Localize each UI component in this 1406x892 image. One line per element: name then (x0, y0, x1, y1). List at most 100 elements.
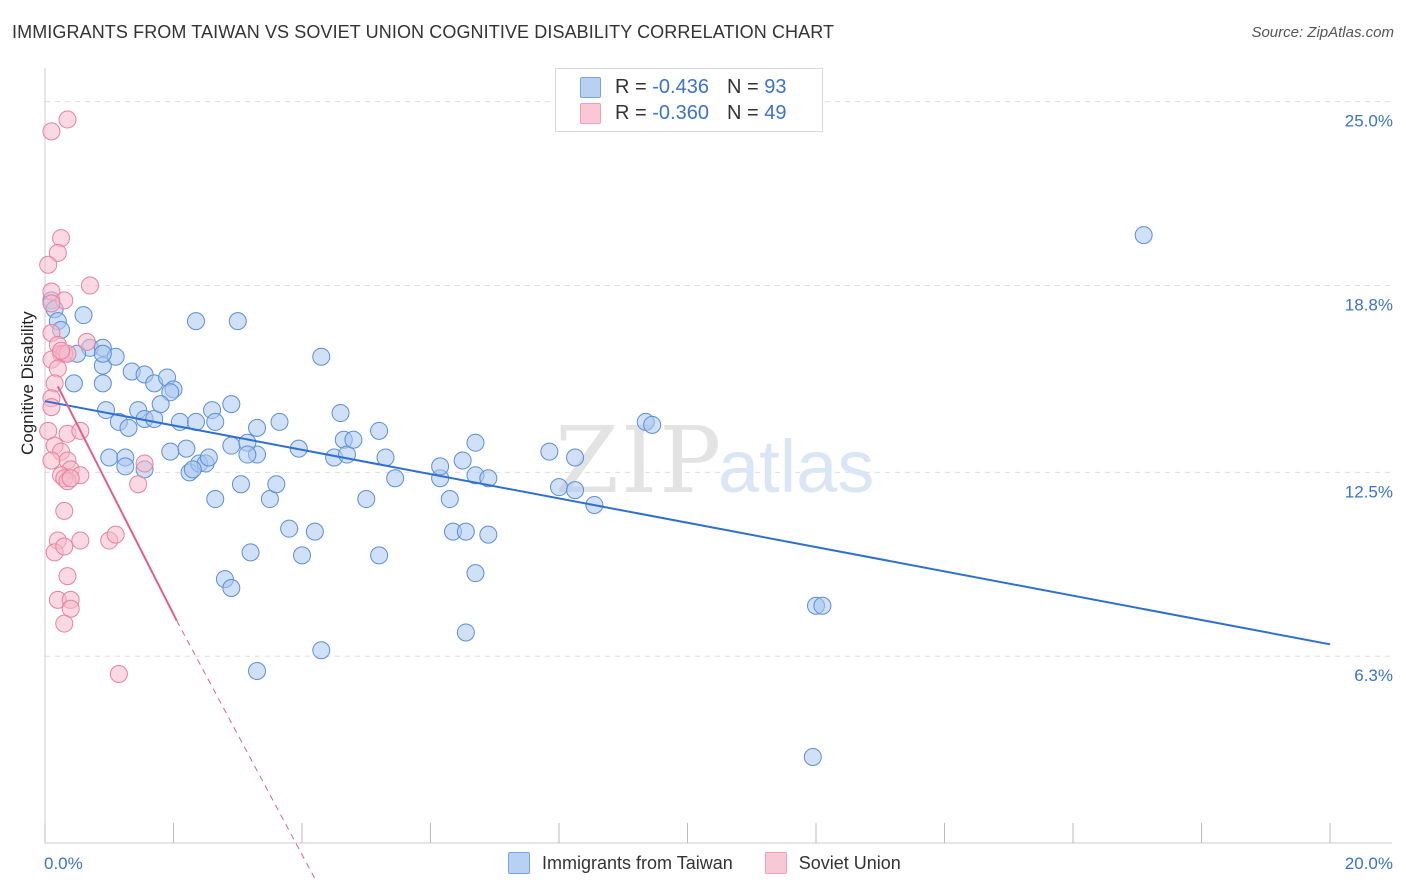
correlation-legend: R = -0.436 N = 93 R = -0.360 N = 49 (555, 68, 823, 132)
taiwan-point (466, 433, 485, 452)
taiwan-point (241, 543, 260, 562)
n-label: N = (726, 75, 759, 98)
legend-item-taiwan[interactable]: Immigrants from Taiwan (508, 852, 733, 874)
soviet-point (58, 567, 77, 586)
taiwan-point (238, 445, 257, 464)
y-tick-label: 18.8% (1345, 296, 1393, 315)
taiwan-point (550, 478, 568, 497)
soviet-points (39, 110, 154, 683)
taiwan-point (312, 641, 331, 660)
soviet-point (42, 122, 61, 141)
tick-labels: 6.3% 12.5% 18.8% 25.0% 0.0% 20.0% (44, 112, 1393, 873)
taiwan-point (479, 525, 498, 544)
taiwan-point (376, 448, 395, 467)
taiwan-point (260, 490, 279, 509)
taiwan-swatch (580, 76, 601, 98)
soviet-point (48, 359, 67, 378)
taiwan-trend-line (44, 400, 1331, 646)
source-label: Source: ZipAtlas.com (1251, 24, 1394, 41)
taiwan-point (206, 490, 225, 509)
r-label: R = (615, 75, 647, 98)
taiwan-point (456, 623, 475, 642)
soviet-point (109, 664, 128, 683)
taiwan-point (440, 490, 459, 509)
soviet-point (61, 599, 80, 618)
taiwan-point (466, 564, 485, 583)
soviet-point (135, 454, 154, 473)
n-value-soviet: 49 (764, 101, 787, 124)
taiwan-point (643, 415, 662, 434)
soviet-trend-extension (176, 620, 316, 879)
soviet-point (55, 614, 74, 633)
legend-item-soviet[interactable]: Soviet Union (764, 852, 901, 874)
taiwan-point (222, 436, 241, 455)
taiwan-point (370, 546, 389, 565)
soviet-point (61, 469, 80, 488)
soviet-point (42, 294, 61, 313)
soviet-point (55, 537, 74, 556)
chart-title: IMMIGRANTS FROM TAIWAN VS SOVIET UNION C… (12, 22, 835, 42)
n-label: N = (726, 101, 759, 124)
n-value-taiwan: 93 (764, 75, 787, 98)
soviet-point (77, 332, 96, 351)
taiwan-point (93, 374, 112, 393)
taiwan-point (370, 421, 389, 440)
taiwan-point (293, 546, 311, 565)
taiwan-point (161, 383, 180, 402)
taiwan-point (566, 448, 585, 467)
legend-row-soviet: R = -0.360 N = 49 (580, 101, 786, 125)
soviet-point (52, 341, 71, 360)
taiwan-legend-label: Immigrants from Taiwan (542, 852, 733, 873)
taiwan-point (161, 442, 180, 461)
taiwan-point (248, 418, 267, 437)
taiwan-point (74, 306, 93, 325)
soviet-legend-swatch (764, 852, 787, 874)
taiwan-point (344, 430, 363, 449)
taiwan-point (116, 457, 135, 476)
taiwan-point (177, 439, 196, 458)
r-value-soviet: -0.360 (652, 101, 709, 124)
trend-lines (44, 385, 1331, 879)
taiwan-point (183, 460, 202, 479)
taiwan-point (151, 395, 170, 414)
soviet-point (45, 374, 64, 393)
grid-lines (45, 101, 1392, 657)
taiwan-point (813, 596, 832, 615)
taiwan-point (206, 412, 225, 431)
soviet-point (58, 110, 77, 129)
taiwan-point (280, 519, 299, 538)
taiwan-point (479, 469, 498, 488)
r-label: R = (615, 101, 647, 124)
taiwan-point (222, 578, 241, 597)
taiwan-point (248, 662, 267, 681)
soviet-legend-label: Soviet Union (798, 852, 901, 873)
taiwan-point (431, 457, 450, 476)
x-tick-label: 20.0% (1345, 854, 1393, 873)
taiwan-point (456, 522, 475, 541)
y-tick-label: 25.0% (1345, 112, 1393, 131)
taiwan-point (119, 418, 138, 437)
soviet-swatch (580, 102, 601, 124)
y-tick-label: 6.3% (1354, 666, 1393, 685)
y-axis-label: Cognitive Disability (18, 311, 37, 455)
soviet-trend-line (56, 385, 178, 622)
soviet-point (52, 229, 71, 248)
soviet-point (106, 525, 125, 544)
soviet-point (55, 501, 74, 520)
taiwan-point (231, 475, 250, 494)
soviet-point (71, 531, 90, 550)
taiwan-point (453, 451, 472, 470)
taiwan-point (540, 442, 559, 461)
taiwan-point (186, 312, 205, 331)
taiwan-point (566, 481, 585, 500)
taiwan-point (267, 475, 286, 494)
taiwan-point (100, 448, 119, 467)
taiwan-legend-swatch (508, 852, 530, 874)
soviet-point (48, 243, 67, 262)
taiwan-points (42, 226, 1153, 767)
taiwan-point (199, 448, 218, 467)
taiwan-point (93, 344, 112, 363)
legend-row-taiwan: R = -0.436 N = 93 (580, 75, 786, 99)
